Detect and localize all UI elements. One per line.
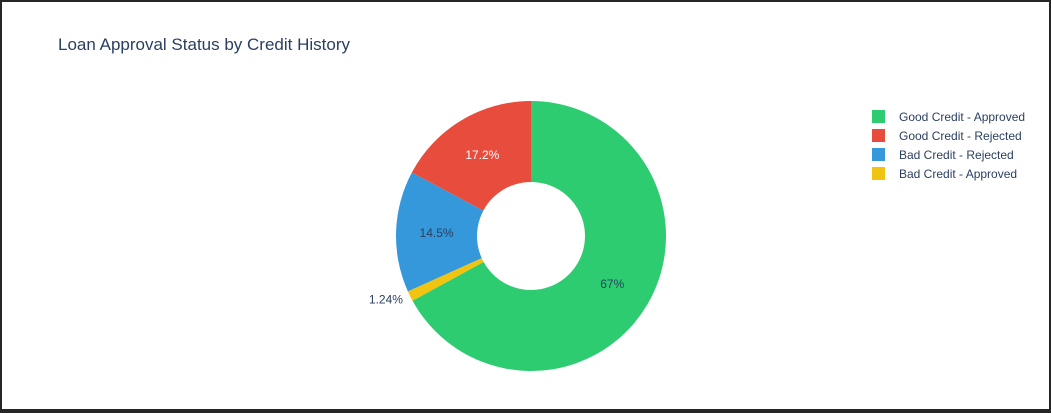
chart-legend: Good Credit - Approved Good Credit - Reje… — [872, 107, 1025, 183]
legend-item[interactable]: Good Credit - Approved — [872, 107, 1025, 126]
legend-swatch — [872, 110, 885, 123]
legend-label: Bad Credit - Rejected — [899, 147, 1014, 162]
slice-label: 67% — [600, 277, 624, 291]
legend-label: Good Credit - Approved — [899, 109, 1026, 124]
slice-label: 1.24% — [369, 293, 403, 307]
slice-label: 17.2% — [465, 148, 499, 162]
legend-label: Good Credit - Rejected — [899, 128, 1022, 143]
legend-swatch — [872, 129, 885, 142]
legend-item[interactable]: Bad Credit - Rejected — [872, 145, 1025, 164]
slice-good-credit-approved[interactable] — [412, 101, 666, 371]
slice-bad-credit-approved[interactable] — [407, 258, 484, 301]
chart-title: Loan Approval Status by Credit History — [58, 35, 350, 54]
legend-item[interactable]: Good Credit - Rejected — [872, 126, 1025, 145]
legend-item[interactable]: Bad Credit - Approved — [872, 164, 1025, 183]
slice-label: 14.5% — [420, 226, 454, 240]
legend-label: Bad Credit - Approved — [899, 166, 1018, 181]
legend-swatch — [872, 167, 885, 180]
legend-swatch — [872, 148, 885, 161]
slice-bad-credit-rejected[interactable] — [396, 172, 484, 292]
slice-good-credit-rejected[interactable] — [411, 101, 531, 211]
